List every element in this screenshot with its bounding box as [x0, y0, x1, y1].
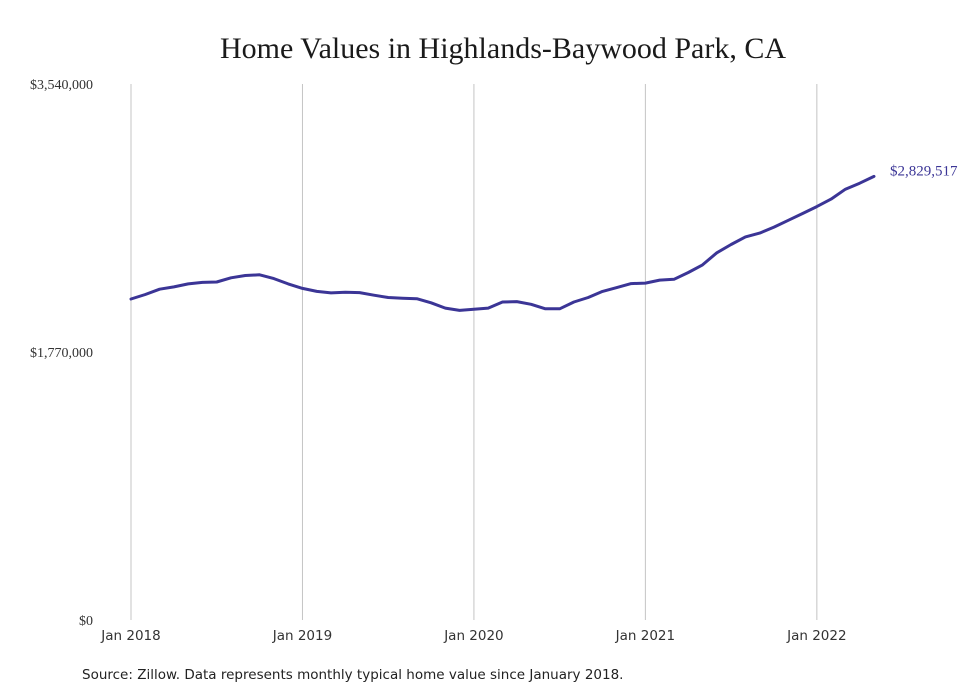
x-tick-label: Jan 2021 — [615, 628, 675, 644]
y-tick-label: $3,540,000 — [30, 78, 93, 93]
source-note: Source: Zillow. Data represents monthly … — [82, 667, 624, 683]
y-tick-label: $1,770,000 — [30, 346, 93, 361]
x-tick-label: Jan 2018 — [100, 628, 160, 644]
x-tick-label: Jan 2020 — [443, 628, 503, 644]
series-layer: $2,829,517 — [129, 163, 958, 312]
x-axis: Jan 2018 Jan 2019 Jan 2020 Jan 2021 Jan 2022 — [100, 628, 846, 644]
y-tick-label: $0 — [79, 614, 93, 629]
chart-title: Home Values in Highlands-Baywood Park, C… — [220, 32, 786, 65]
x-tick-label: Jan 2022 — [786, 628, 846, 644]
x-tick-label: Jan 2019 — [272, 628, 332, 644]
y-axis: $0 $1,770,000 $3,540,000 — [30, 78, 93, 629]
series-line — [129, 174, 876, 312]
end-value-label: $2,829,517 — [890, 163, 958, 179]
gridlines — [130, 84, 818, 620]
